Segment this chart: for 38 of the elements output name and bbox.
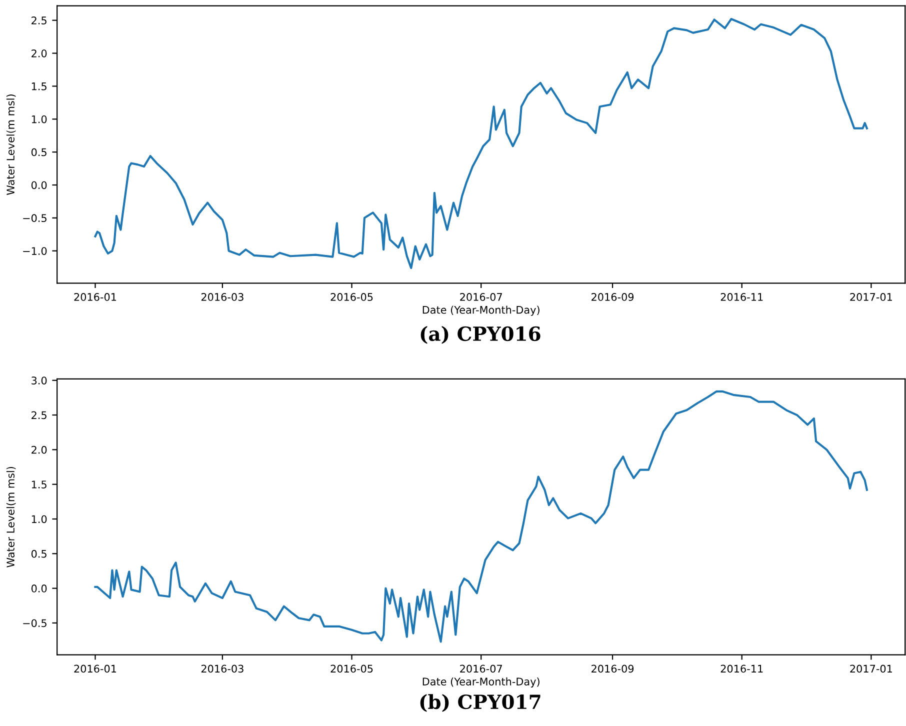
- y-tick-label: −0.5: [23, 214, 46, 222]
- x-tick-label: 2016-11: [720, 664, 763, 673]
- y-tick-label: 2.0: [32, 446, 47, 454]
- y-tick-label: 0.5: [31, 148, 46, 156]
- x-tick-label: 2017-01: [850, 293, 892, 301]
- y-tick-label: 2.0: [32, 49, 47, 58]
- x-tick-label: 2016-09: [592, 293, 634, 301]
- y-tick-label: 2.5: [32, 16, 46, 24]
- y-tick-label: 1.0: [32, 515, 47, 524]
- x-tick-label: 2016-03: [201, 293, 244, 301]
- line-series: [94, 18, 868, 270]
- x-tick-label: 2016-03: [201, 664, 244, 673]
- y-tick-label: 3.0: [32, 376, 47, 384]
- y-tick-label: −1.0: [23, 247, 47, 255]
- x-tick-label: 2016-05: [330, 293, 373, 301]
- x-tick-label: 2016-07: [460, 293, 502, 301]
- y-tick-label: 0.0: [31, 181, 47, 190]
- x-tick-label: 2016-05: [330, 664, 373, 673]
- x-axis-title: Date (Year-Month-Day): [422, 677, 540, 688]
- y-axis-title: Water Level(m msl): [6, 466, 16, 568]
- y-tick-label: 2.5: [32, 411, 46, 420]
- y-tick-label: 1.5: [32, 82, 46, 90]
- text: (b) CPY017: [420, 694, 540, 712]
- x-axis-title: Date (Year-Month-Day): [422, 306, 540, 316]
- line-series: [94, 390, 868, 643]
- y-axis-title: Water Level(m msl): [6, 94, 16, 195]
- y-tick-label: 0.5: [31, 550, 46, 558]
- x-tick-label: 2016-01: [74, 664, 116, 673]
- text: (a) CPY016: [420, 326, 540, 344]
- y-tick-label: 1.5: [32, 480, 46, 488]
- x-tick-label: 2016-01: [74, 293, 116, 301]
- x-tick-label: 2016-09: [592, 664, 634, 673]
- y-tick-label: 1.0: [32, 115, 47, 124]
- x-tick-label: 2016-11: [720, 293, 763, 301]
- y-tick-label: −0.5: [23, 619, 46, 628]
- x-tick-label: 2017-01: [850, 664, 892, 673]
- x-tick-label: 2016-07: [460, 664, 502, 673]
- y-tick-label: 0.0: [31, 584, 47, 592]
